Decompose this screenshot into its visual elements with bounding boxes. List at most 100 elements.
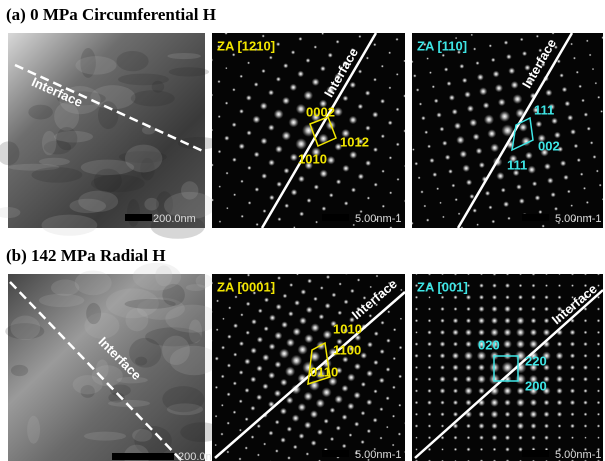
diffraction-spot — [597, 284, 600, 287]
diffraction-spot — [530, 423, 536, 429]
diffraction-spot — [379, 377, 385, 383]
diffraction-spot — [298, 403, 307, 412]
diffraction-spot — [466, 295, 471, 300]
diffraction-spot — [298, 175, 305, 182]
diffraction-spot — [459, 150, 467, 158]
diffraction-spot — [452, 352, 459, 359]
diffraction-spot — [505, 283, 510, 288]
tem-texture — [126, 308, 149, 331]
diffraction-spot — [556, 376, 563, 383]
diffraction-spot — [415, 413, 418, 416]
diffraction-spot — [217, 80, 220, 83]
diffraction-spot — [516, 184, 522, 190]
diffraction-spot — [260, 102, 268, 110]
diffraction-spot — [388, 51, 391, 54]
diffraction-spot — [323, 330, 332, 339]
diffraction-spot — [454, 122, 461, 129]
diffraction-spot — [466, 307, 471, 312]
diffraction-spot — [293, 445, 298, 450]
scale-label: 5.00nm-1 — [355, 449, 401, 461]
diffraction-spot — [247, 273, 250, 276]
diffraction-spot — [297, 71, 304, 78]
diffraction-spot — [314, 269, 317, 272]
diffraction-spot — [436, 187, 439, 190]
diffraction-spot — [469, 119, 477, 127]
tem-texture — [27, 416, 40, 444]
diffraction-spot — [543, 411, 549, 417]
diffraction-spot — [532, 181, 537, 186]
diffraction-spot — [344, 201, 349, 206]
diffraction-spot — [294, 300, 300, 306]
diffraction-spot — [597, 96, 600, 99]
diffraction-spot — [251, 319, 257, 325]
diffraction-spot — [268, 159, 275, 166]
diffraction-spot — [328, 53, 333, 58]
diffraction-spot — [599, 184, 602, 187]
diffraction-spot — [415, 401, 419, 405]
diffraction-spot — [586, 39, 589, 42]
tem-texture — [39, 158, 70, 166]
diffraction-spot — [239, 109, 244, 114]
diffraction-spot — [265, 270, 268, 273]
diffraction-spot — [396, 142, 400, 146]
diffraction-spot — [597, 307, 600, 310]
diffraction-spot — [428, 319, 432, 323]
diffraction-spot — [504, 399, 511, 406]
diffraction-spot — [373, 418, 378, 423]
diffraction-spot — [255, 187, 260, 192]
diffraction-spot — [334, 395, 343, 404]
diffraction-spot — [239, 370, 244, 375]
diffraction-spot — [331, 292, 336, 297]
diffraction-spot — [583, 377, 588, 382]
diffraction-spot — [373, 43, 376, 46]
diffraction-spot — [228, 306, 231, 309]
diffraction-spot — [587, 127, 591, 131]
diffraction-spot — [596, 170, 599, 173]
diffraction-spot — [428, 366, 432, 370]
tem-texture — [169, 67, 209, 76]
tem-texture — [69, 199, 106, 213]
diffraction-spot — [386, 396, 390, 400]
diffraction-spot — [389, 226, 392, 229]
diffraction-spot — [480, 272, 483, 275]
diffraction-spot — [405, 335, 408, 338]
diffraction-spot — [453, 388, 458, 393]
diffraction-spot — [330, 407, 336, 413]
diffraction-spot — [532, 284, 536, 288]
tem-texture — [132, 429, 152, 442]
diffraction-spot — [590, 141, 594, 145]
scale-bar — [112, 453, 174, 460]
diffraction-spot — [508, 67, 515, 74]
diffraction-spot — [570, 400, 576, 406]
diffraction-spot — [597, 319, 601, 323]
diffraction-spot — [239, 399, 243, 403]
spot-index: 111 — [507, 157, 527, 172]
tem-texture — [11, 365, 28, 376]
diffraction-spot — [221, 404, 224, 407]
diffraction-spot — [584, 436, 586, 438]
diffraction-spot — [532, 272, 536, 276]
diffraction-spot — [310, 410, 318, 418]
diffraction-spot — [440, 365, 445, 370]
diffraction-spot — [373, 147, 378, 152]
diffraction-spot — [360, 352, 367, 359]
diffraction-spot — [405, 364, 408, 367]
diffraction-spot — [490, 143, 499, 152]
figure: (a) 0 MPa Circumferential HInterface200.… — [0, 0, 605, 461]
diffraction-spot — [245, 446, 248, 449]
diffraction-spot — [602, 198, 605, 201]
diffraction-spot — [221, 375, 225, 379]
diffraction-spot — [248, 201, 252, 205]
diffraction-spot — [597, 342, 601, 346]
diffraction-spot — [373, 360, 378, 365]
diffraction-spot — [472, 208, 477, 213]
diffraction-spot — [466, 424, 471, 429]
diffraction-spot — [516, 328, 525, 337]
diffraction-spot — [505, 435, 511, 441]
diffraction-spot — [466, 447, 470, 451]
diffraction-spot — [288, 311, 294, 317]
diffraction-spot — [386, 338, 391, 343]
diffraction-spot — [275, 420, 280, 425]
diffraction-spot — [562, 87, 568, 93]
diffraction-spot — [504, 317, 511, 324]
